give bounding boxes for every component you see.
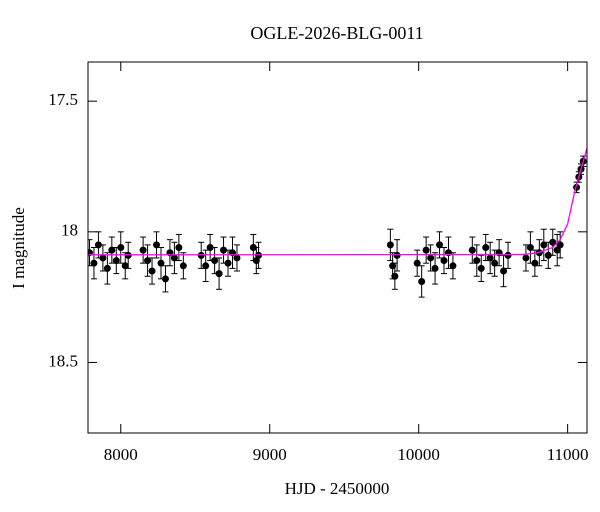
model-curve	[88, 148, 587, 256]
plot-frame	[87, 61, 588, 434]
y-tick-label: 18	[61, 221, 78, 240]
data-point	[418, 277, 426, 285]
data-point	[391, 272, 399, 280]
data-point	[112, 257, 120, 265]
x-tick-label: 8000	[104, 445, 138, 464]
data-point	[531, 259, 539, 267]
data-point	[477, 264, 485, 272]
data-point	[449, 262, 457, 270]
data-point	[386, 241, 394, 249]
data-point	[220, 246, 228, 254]
data-point	[153, 241, 161, 249]
data-point	[422, 246, 430, 254]
data-point	[504, 251, 512, 259]
data-point	[224, 259, 232, 267]
data-point	[94, 241, 102, 249]
plot-area	[88, 148, 587, 298]
x-tick-label: 10000	[397, 445, 440, 464]
data-point	[121, 262, 129, 270]
data-point	[526, 244, 534, 251]
data-point	[431, 264, 439, 272]
data-point	[179, 262, 187, 270]
data-point	[170, 254, 178, 262]
data-point	[500, 267, 508, 275]
data-point	[103, 264, 111, 272]
chart-title: OGLE-2026-BLG-0011	[250, 23, 423, 43]
data-point	[148, 267, 156, 275]
data-point	[544, 251, 552, 259]
data-point	[161, 275, 169, 283]
data-point	[440, 257, 448, 265]
data-point	[108, 246, 116, 254]
data-point	[144, 257, 152, 265]
y-axis-label: I magnitude	[9, 207, 28, 289]
data-point	[215, 270, 223, 278]
data-point	[413, 259, 421, 267]
x-tick-label: 11000	[547, 445, 589, 464]
data-point	[202, 262, 210, 270]
data-point	[491, 259, 499, 267]
data-point	[473, 257, 481, 265]
data-point	[393, 251, 401, 259]
data-point	[175, 244, 183, 251]
data-point	[233, 254, 241, 262]
data-point	[117, 244, 125, 251]
x-axis-label: HJD - 2450000	[285, 479, 390, 498]
data-point	[427, 254, 435, 262]
data-point	[139, 246, 147, 254]
data-point	[157, 259, 165, 267]
y-tick-label: 18.5	[48, 351, 78, 370]
data-point	[522, 254, 530, 262]
data-point	[486, 254, 494, 262]
data-point	[482, 244, 490, 251]
x-tick-label: 9000	[253, 445, 287, 464]
data-point	[99, 254, 107, 262]
data-point	[549, 238, 557, 246]
data-point	[553, 246, 561, 254]
data-point	[468, 246, 476, 254]
data-point	[211, 257, 219, 265]
data-point	[556, 241, 564, 249]
data-point	[206, 244, 214, 251]
y-tick-label: 17.5	[48, 90, 78, 109]
data-point	[90, 259, 98, 267]
data-point	[436, 241, 444, 249]
data-point	[540, 241, 548, 249]
